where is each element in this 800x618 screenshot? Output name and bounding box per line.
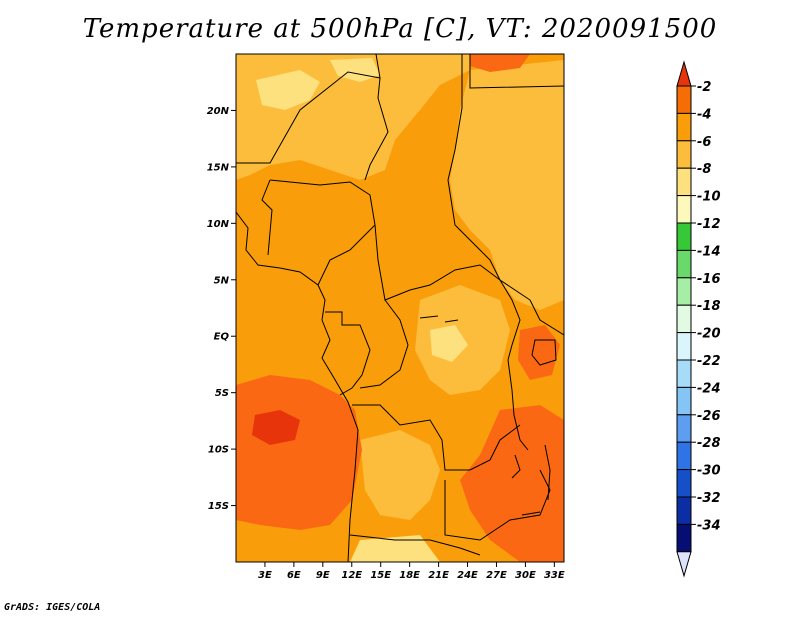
colorbar-swatch xyxy=(676,195,692,224)
lon-tick-label: 18E xyxy=(399,570,420,581)
lon-tick-label: 12E xyxy=(341,570,362,581)
lake-mai-ndombe xyxy=(419,315,459,323)
field-red-core xyxy=(252,410,300,445)
colorbar-swatch xyxy=(676,332,692,361)
colorbar-label: -12 xyxy=(697,217,721,232)
longitude-ticks: 3E 6E 9E 12E 15E 18E 21E 24E 27E 30E 33E xyxy=(258,562,565,581)
lake-tanganyika xyxy=(507,359,529,451)
colorbar-swatch xyxy=(676,112,692,142)
border-niger-chad xyxy=(364,77,389,181)
lon-tick-label: 9E xyxy=(316,570,330,581)
lat-tick-label: EQ xyxy=(214,332,230,343)
colorbar-label: -30 xyxy=(697,464,721,479)
colorbar-label: -24 xyxy=(697,381,721,396)
border-zambia xyxy=(444,469,551,541)
field-deep-nile xyxy=(518,325,560,380)
field-pale-south xyxy=(350,535,440,562)
colorbar-label: -16 xyxy=(697,272,721,287)
border-angola-south xyxy=(349,534,481,556)
colorbar-swatch xyxy=(676,85,692,114)
border-mali-niger xyxy=(236,54,381,164)
lake-kariba xyxy=(521,511,541,516)
colorbar-label: -26 xyxy=(697,409,721,424)
lat-tick-label: 15N xyxy=(207,162,230,173)
border-gabon-congo xyxy=(325,311,371,396)
field-pale-congo xyxy=(430,325,468,362)
lat-tick-label: 10N xyxy=(207,219,230,230)
colorbar-swatch xyxy=(676,523,692,553)
grads-credit: GrADS: IGES/COLA xyxy=(4,602,101,613)
lon-tick-label: 15E xyxy=(370,570,391,581)
field-deep-southeast xyxy=(460,405,564,562)
border-congo-drc xyxy=(359,299,409,389)
colorbar-swatch xyxy=(676,277,692,306)
colorbar-label: -32 xyxy=(697,491,721,506)
border-chad-sudan xyxy=(447,54,463,226)
border-car-south xyxy=(454,224,531,301)
country-borders xyxy=(236,54,564,562)
colorbar-bottom-arrow xyxy=(676,551,692,578)
colorbar-swatch xyxy=(676,496,692,525)
lon-tick-label: 33E xyxy=(544,570,565,581)
lat-tick-label: 5S xyxy=(215,388,229,399)
colorbar-label: -34 xyxy=(697,518,721,533)
colorbar-label: -28 xyxy=(697,436,721,451)
lat-tick-label: 5N xyxy=(214,275,230,286)
field-pale-sahara xyxy=(256,70,320,110)
lon-tick-label: 27E xyxy=(486,570,507,581)
border-east-africa xyxy=(499,279,564,361)
colorbar-swatch xyxy=(676,469,692,498)
lat-tick-label: 10S xyxy=(208,445,229,456)
border-angola-drc xyxy=(352,404,521,471)
colorbar-swatch xyxy=(676,167,692,197)
lon-tick-label: 30E xyxy=(515,570,536,581)
field-deep-northeast xyxy=(470,54,530,72)
colorbar-swatch xyxy=(676,414,692,443)
lat-tick-label: 20N xyxy=(207,106,230,117)
lon-tick-label: 6E xyxy=(287,570,301,581)
latitude-ticks: 20N 15N 10N 5N EQ 5S 10S 15S xyxy=(207,106,236,512)
colorbar-label: -4 xyxy=(697,107,711,122)
colorbar-label: -2 xyxy=(697,80,711,95)
colorbar-label: -18 xyxy=(697,299,721,314)
map-title: Temperature at 500hPa [C], VT: 202009150… xyxy=(82,14,718,44)
field-light-east xyxy=(450,60,564,310)
colorbar-swatch xyxy=(676,386,692,416)
temperature-field xyxy=(236,54,564,562)
lake-malawi xyxy=(544,444,551,501)
lon-tick-label: 3E xyxy=(258,570,272,581)
colorbar-label: -20 xyxy=(697,327,721,342)
field-deep-southwest xyxy=(236,375,362,530)
map-frame xyxy=(235,53,565,563)
colorbar-swatch xyxy=(676,249,692,279)
colorbar-swatch xyxy=(676,140,692,169)
colorbar-label: -6 xyxy=(697,135,711,150)
lake-mweru xyxy=(511,454,521,479)
colorbar-label: -8 xyxy=(697,162,711,177)
colorbar-swatch xyxy=(676,222,692,251)
border-egypt-sudan xyxy=(469,54,564,89)
lat-tick-label: 15S xyxy=(208,501,229,512)
lon-tick-label: 21E xyxy=(428,570,449,581)
lon-tick-label: 24E xyxy=(457,570,478,581)
colorbar-swatch xyxy=(676,359,692,388)
field-light-angola xyxy=(360,430,440,520)
lake-victoria xyxy=(531,339,557,366)
border-cameroon-car xyxy=(374,224,501,301)
colorbar-label: -10 xyxy=(697,190,721,205)
colorbar-swatch xyxy=(676,304,692,334)
colorbar-label: -22 xyxy=(697,354,721,369)
colorbar-top-arrow xyxy=(676,60,692,87)
colorbar-swatch xyxy=(676,441,692,471)
colorbar-label: -14 xyxy=(697,244,721,259)
colorbar: -2 -4 -6 -8 -10 -12 -14 -16 -18 -20 -22 -24 -26 -28 -3… xyxy=(676,60,721,578)
coastline-west xyxy=(236,211,359,562)
border-nigeria xyxy=(261,179,376,286)
